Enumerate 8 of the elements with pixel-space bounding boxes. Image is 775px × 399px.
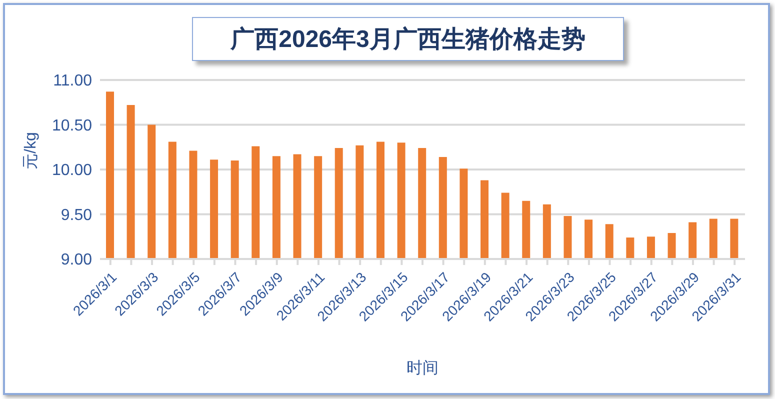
y-tick-label: 9.00 — [60, 252, 92, 269]
chart-title: 广西2026年3月广西生猪价格走势 — [230, 25, 586, 55]
y-tick-label: 10.50 — [52, 117, 92, 134]
y-tick-label: 10.00 — [52, 162, 92, 180]
y-tick-label: 9.50 — [60, 206, 92, 224]
y-axis-title: 元/kg — [22, 132, 40, 170]
y-tick-label: 11.00 — [53, 72, 92, 90]
x-axis-title: 时间 — [406, 359, 438, 377]
